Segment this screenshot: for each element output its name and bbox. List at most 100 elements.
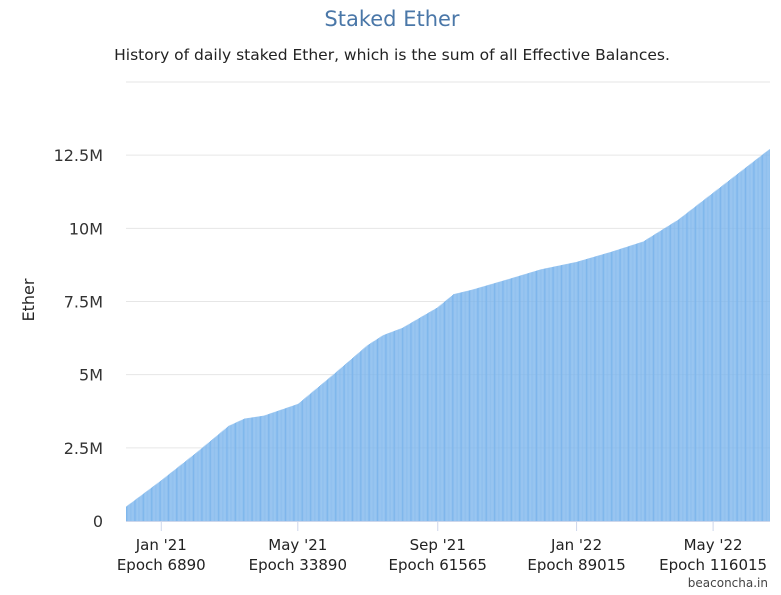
bar[interactable] xyxy=(207,442,209,521)
bar[interactable] xyxy=(710,194,712,521)
bar[interactable] xyxy=(269,413,271,521)
bar[interactable] xyxy=(646,239,648,521)
bar[interactable] xyxy=(238,421,240,521)
bar[interactable] xyxy=(152,486,154,521)
bar[interactable] xyxy=(651,235,653,521)
bar[interactable] xyxy=(325,380,327,521)
bar[interactable] xyxy=(672,223,674,521)
bar[interactable] xyxy=(765,151,767,521)
bar[interactable] xyxy=(470,290,472,521)
bar[interactable] xyxy=(581,260,583,521)
bar[interactable] xyxy=(320,385,322,521)
bar[interactable] xyxy=(767,150,769,521)
bar[interactable] xyxy=(605,253,607,521)
bar[interactable] xyxy=(593,256,595,521)
bar[interactable] xyxy=(379,337,381,521)
bar[interactable] xyxy=(400,328,402,521)
bar[interactable] xyxy=(522,274,524,521)
bar[interactable] xyxy=(358,352,360,521)
bar[interactable] xyxy=(249,417,251,521)
bar[interactable] xyxy=(655,233,657,521)
bar[interactable] xyxy=(537,270,539,521)
bar[interactable] xyxy=(725,182,727,521)
bar[interactable] xyxy=(446,299,448,521)
bar[interactable] xyxy=(222,430,224,521)
bar[interactable] xyxy=(182,462,184,521)
bar[interactable] xyxy=(139,496,141,521)
bar[interactable] xyxy=(706,197,708,521)
bar[interactable] xyxy=(383,334,385,521)
bar[interactable] xyxy=(697,204,699,521)
bar[interactable] xyxy=(641,241,643,521)
bar[interactable] xyxy=(153,485,155,521)
bar[interactable] xyxy=(500,281,502,521)
bar[interactable] xyxy=(205,444,207,521)
bar[interactable] xyxy=(751,162,753,522)
bar[interactable] xyxy=(146,491,148,521)
bar[interactable] xyxy=(752,161,754,522)
bar[interactable] xyxy=(462,291,464,521)
bar[interactable] xyxy=(444,301,445,521)
bar[interactable] xyxy=(663,228,665,521)
bar[interactable] xyxy=(701,201,703,521)
bar[interactable] xyxy=(520,275,522,521)
bar[interactable] xyxy=(466,290,468,521)
bar[interactable] xyxy=(404,326,406,521)
bar[interactable] xyxy=(437,307,439,521)
bar[interactable] xyxy=(214,437,216,521)
bar[interactable] xyxy=(665,227,667,521)
bar[interactable] xyxy=(555,266,557,521)
bar[interactable] xyxy=(395,330,397,521)
bar[interactable] xyxy=(551,266,553,521)
bar[interactable] xyxy=(548,267,550,521)
bar[interactable] xyxy=(138,497,140,521)
bar[interactable] xyxy=(653,235,654,521)
bar[interactable] xyxy=(674,221,676,521)
bar[interactable] xyxy=(455,293,457,521)
bar[interactable] xyxy=(366,345,368,521)
bar[interactable] xyxy=(321,384,323,521)
bar[interactable] xyxy=(186,460,188,521)
bar[interactable] xyxy=(734,175,736,521)
bar[interactable] xyxy=(608,252,610,521)
bar[interactable] xyxy=(465,291,467,521)
bar[interactable] xyxy=(405,325,407,521)
bar[interactable] xyxy=(448,297,450,521)
bar[interactable] xyxy=(202,447,204,521)
bar[interactable] xyxy=(237,421,239,521)
bar[interactable] xyxy=(313,390,315,521)
bar[interactable] xyxy=(550,267,552,521)
bar[interactable] xyxy=(141,494,143,521)
bar[interactable] xyxy=(469,290,470,521)
bar[interactable] xyxy=(742,169,744,521)
bar[interactable] xyxy=(707,196,709,522)
bar[interactable] xyxy=(763,153,765,521)
bar[interactable] xyxy=(715,190,717,521)
bar[interactable] xyxy=(473,289,475,521)
bar[interactable] xyxy=(150,487,152,521)
bar[interactable] xyxy=(754,160,756,522)
bar[interactable] xyxy=(494,283,495,521)
bar[interactable] xyxy=(403,327,405,521)
bar[interactable] xyxy=(367,344,369,521)
bar[interactable] xyxy=(738,173,740,521)
bar[interactable] xyxy=(457,293,459,521)
bar[interactable] xyxy=(332,374,334,521)
bar[interactable] xyxy=(517,276,519,521)
bar[interactable] xyxy=(589,258,591,521)
bar[interactable] xyxy=(306,396,308,521)
bar[interactable] xyxy=(232,423,234,521)
bar[interactable] xyxy=(364,347,366,521)
bar[interactable] xyxy=(718,187,720,521)
bar[interactable] xyxy=(230,424,232,521)
bar[interactable] xyxy=(597,255,599,521)
bar[interactable] xyxy=(420,317,422,521)
bar[interactable] xyxy=(354,356,356,521)
bar[interactable] xyxy=(556,266,558,521)
bar[interactable] xyxy=(629,245,631,521)
bar[interactable] xyxy=(189,457,191,521)
bar[interactable] xyxy=(720,187,721,521)
bar[interactable] xyxy=(429,311,431,521)
bar[interactable] xyxy=(240,420,242,521)
bar[interactable] xyxy=(542,268,544,521)
